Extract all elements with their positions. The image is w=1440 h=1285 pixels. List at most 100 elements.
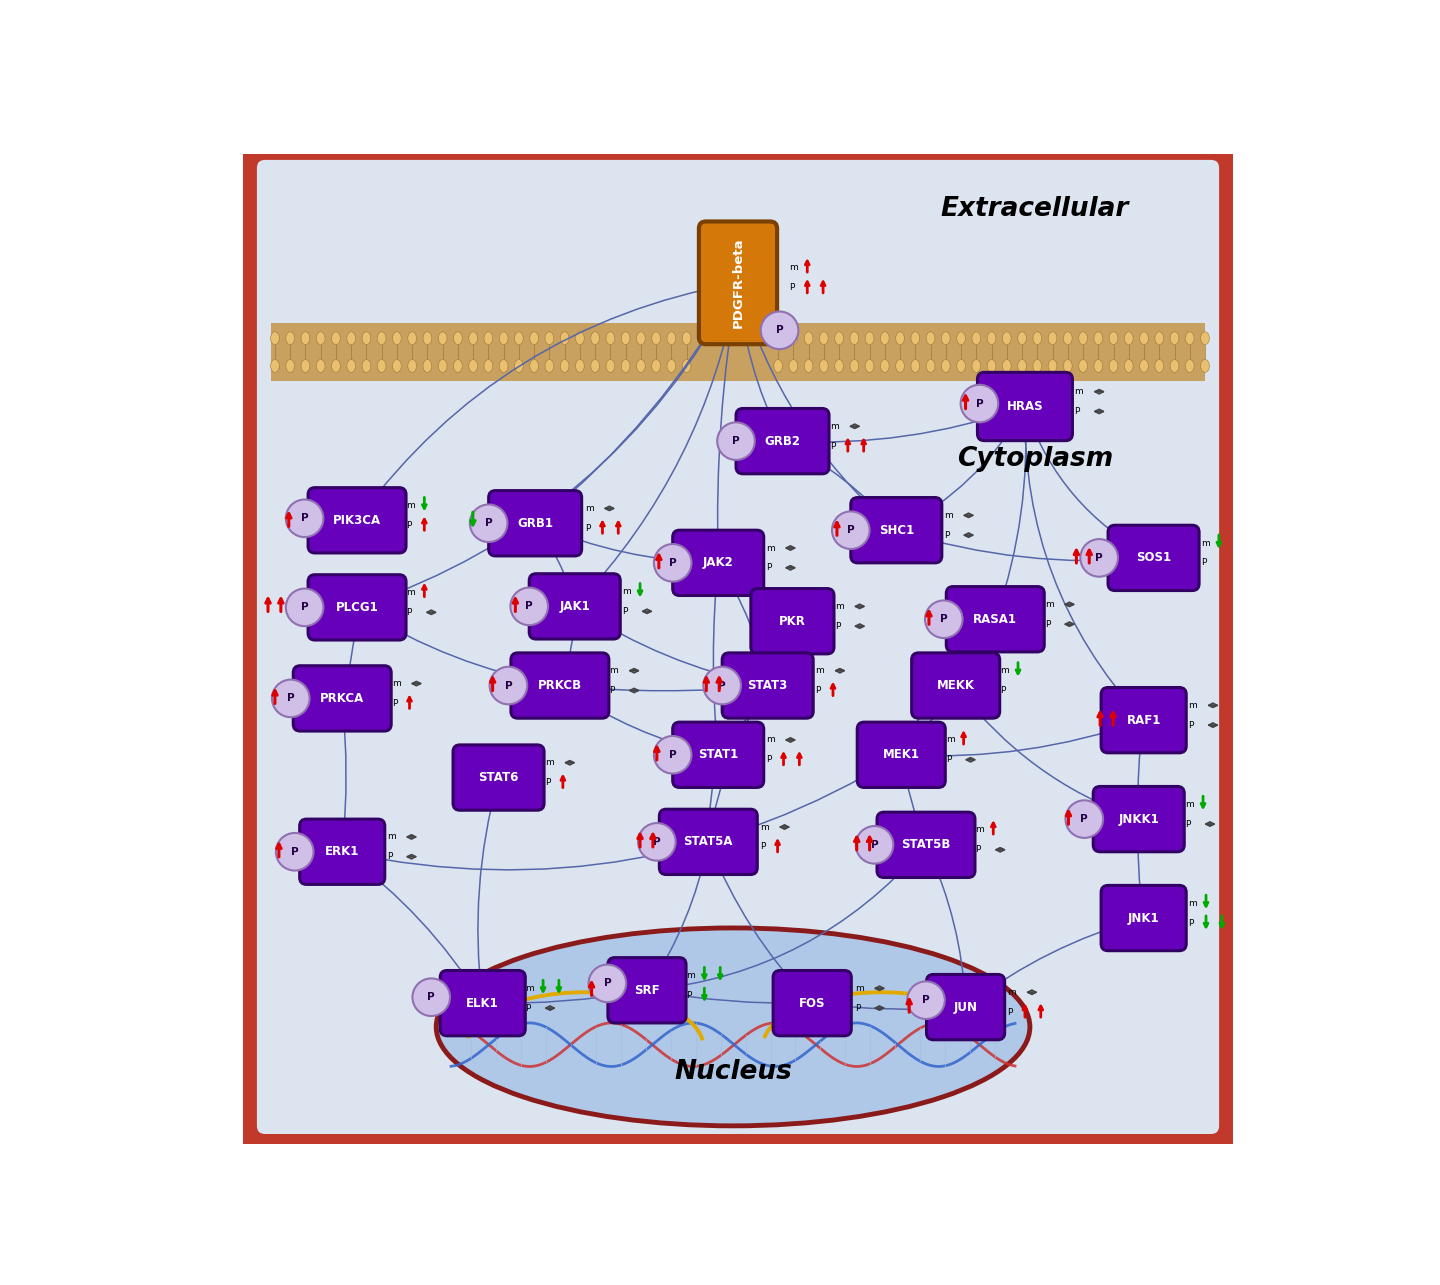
- Ellipse shape: [393, 360, 402, 373]
- Text: PKR: PKR: [779, 614, 806, 627]
- Ellipse shape: [347, 360, 356, 373]
- Text: m: m: [1185, 799, 1194, 808]
- Text: P: P: [815, 686, 821, 695]
- Ellipse shape: [667, 360, 675, 373]
- Text: m: m: [946, 735, 955, 744]
- Ellipse shape: [1079, 332, 1087, 344]
- Ellipse shape: [560, 332, 569, 344]
- Ellipse shape: [590, 360, 599, 373]
- FancyBboxPatch shape: [978, 373, 1073, 441]
- FancyBboxPatch shape: [912, 653, 999, 718]
- Ellipse shape: [285, 360, 295, 373]
- Ellipse shape: [1048, 360, 1057, 373]
- Ellipse shape: [1185, 360, 1194, 373]
- FancyBboxPatch shape: [608, 957, 685, 1023]
- Text: P: P: [546, 777, 550, 786]
- Text: STAT1: STAT1: [698, 748, 739, 761]
- Ellipse shape: [1064, 360, 1073, 373]
- Circle shape: [832, 511, 870, 549]
- Ellipse shape: [408, 332, 416, 344]
- Text: P: P: [766, 756, 770, 765]
- Text: P: P: [789, 283, 795, 292]
- Ellipse shape: [972, 332, 981, 344]
- Ellipse shape: [576, 360, 585, 373]
- Text: JAK1: JAK1: [559, 600, 590, 613]
- Ellipse shape: [667, 332, 675, 344]
- Text: m: m: [760, 822, 769, 831]
- Text: m: m: [622, 587, 631, 596]
- Text: m: m: [1007, 988, 1015, 997]
- Ellipse shape: [926, 332, 935, 344]
- Text: PLCG1: PLCG1: [336, 601, 379, 614]
- Text: FOS: FOS: [799, 997, 825, 1010]
- Ellipse shape: [956, 360, 965, 373]
- Ellipse shape: [1002, 360, 1011, 373]
- Text: m: m: [392, 678, 400, 687]
- Ellipse shape: [835, 332, 844, 344]
- Circle shape: [907, 982, 945, 1019]
- Text: P: P: [776, 325, 783, 335]
- Text: m: m: [1188, 898, 1197, 907]
- Ellipse shape: [683, 360, 691, 373]
- Text: m: m: [585, 504, 593, 513]
- Text: m: m: [943, 511, 952, 520]
- FancyBboxPatch shape: [857, 722, 945, 788]
- Text: SHC1: SHC1: [878, 524, 914, 537]
- Ellipse shape: [1125, 360, 1133, 373]
- FancyBboxPatch shape: [877, 812, 975, 878]
- Ellipse shape: [530, 332, 539, 344]
- Text: P: P: [485, 518, 492, 528]
- Ellipse shape: [347, 332, 356, 344]
- Text: P: P: [760, 842, 765, 852]
- Ellipse shape: [789, 360, 798, 373]
- Text: P: P: [1001, 686, 1005, 695]
- Ellipse shape: [988, 360, 996, 373]
- Text: P: P: [287, 694, 295, 703]
- Text: m: m: [1188, 700, 1197, 709]
- Ellipse shape: [500, 332, 508, 344]
- Ellipse shape: [835, 360, 844, 373]
- Text: m: m: [815, 666, 824, 675]
- Ellipse shape: [636, 332, 645, 344]
- Circle shape: [703, 667, 742, 704]
- Circle shape: [760, 311, 798, 350]
- Circle shape: [285, 589, 324, 626]
- Ellipse shape: [560, 360, 569, 373]
- Ellipse shape: [271, 332, 279, 344]
- Text: P: P: [1096, 553, 1103, 563]
- Text: P: P: [829, 442, 835, 451]
- Text: PIK3CA: PIK3CA: [333, 514, 382, 527]
- Text: m: m: [789, 263, 798, 272]
- Ellipse shape: [1079, 360, 1087, 373]
- Text: P: P: [526, 1004, 531, 1013]
- FancyBboxPatch shape: [723, 653, 814, 718]
- Text: RAF1: RAF1: [1126, 713, 1161, 726]
- Text: ERK1: ERK1: [325, 846, 360, 858]
- Text: P: P: [943, 531, 949, 540]
- Text: P: P: [871, 840, 878, 849]
- Circle shape: [654, 736, 691, 774]
- Ellipse shape: [1201, 332, 1210, 344]
- Ellipse shape: [544, 360, 554, 373]
- Text: m: m: [406, 501, 415, 510]
- Text: JAK2: JAK2: [703, 556, 733, 569]
- FancyBboxPatch shape: [851, 497, 942, 563]
- Text: m: m: [609, 666, 618, 675]
- Text: m: m: [766, 735, 775, 744]
- FancyBboxPatch shape: [239, 150, 1237, 1148]
- Ellipse shape: [484, 360, 492, 373]
- Text: P: P: [603, 978, 611, 988]
- Text: P: P: [719, 681, 726, 690]
- Text: P: P: [975, 846, 981, 855]
- Text: P: P: [732, 436, 740, 446]
- Ellipse shape: [1201, 360, 1210, 373]
- Ellipse shape: [865, 360, 874, 373]
- Text: P: P: [585, 524, 590, 533]
- Text: m: m: [687, 971, 696, 980]
- Ellipse shape: [819, 332, 828, 344]
- Ellipse shape: [377, 332, 386, 344]
- FancyBboxPatch shape: [672, 531, 763, 595]
- Ellipse shape: [301, 332, 310, 344]
- Ellipse shape: [576, 332, 585, 344]
- Text: MEKK: MEKK: [936, 678, 975, 693]
